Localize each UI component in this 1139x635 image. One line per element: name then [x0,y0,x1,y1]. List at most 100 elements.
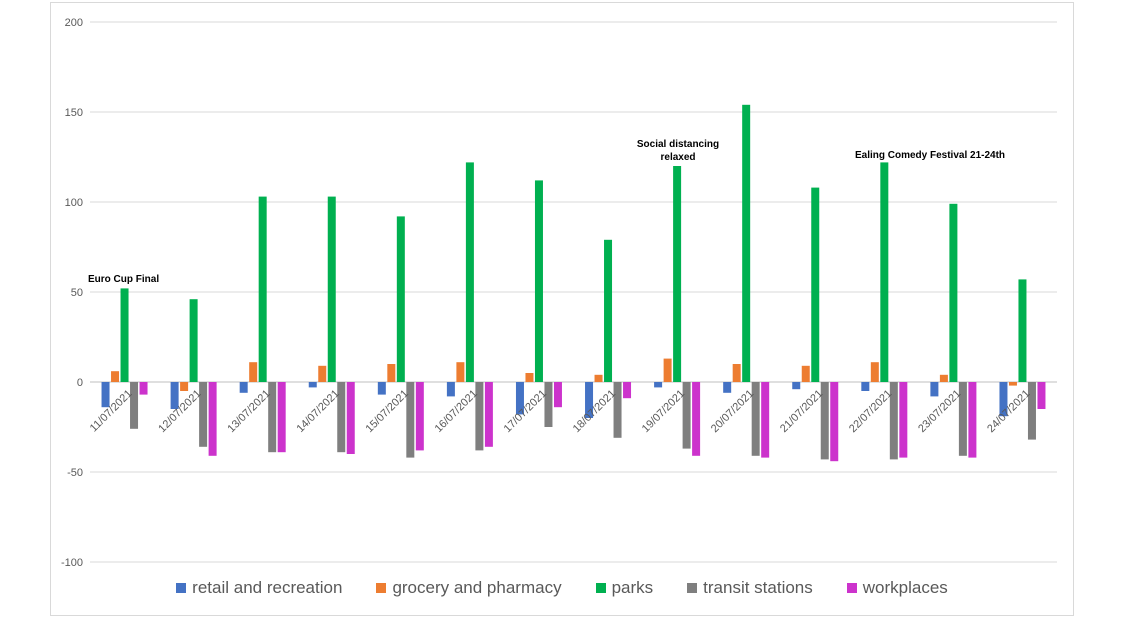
legend-swatch [176,583,187,593]
x-tick-label: 13/07/2021 [225,388,272,435]
bar [594,374,603,382]
bar [939,374,948,382]
x-tick-label: 22/07/2021 [847,388,894,435]
bar [327,196,336,382]
bar [999,382,1008,417]
bar [189,299,198,382]
bar [249,362,258,382]
x-tick-label: 16/07/2021 [433,388,480,435]
legend-swatch [595,583,606,593]
bar [949,203,958,382]
bar [682,382,691,449]
legend-item: parks [595,578,654,598]
legend-item: grocery and pharmacy [376,578,562,598]
bar [899,382,908,458]
bar [180,382,189,391]
bar [820,382,829,460]
bar [415,382,424,451]
bar [130,382,139,429]
chart-frame [50,2,1074,616]
bar [1037,382,1046,409]
legend-swatch [376,583,387,593]
bar [277,382,286,453]
y-tick-label: 0 [77,377,83,389]
y-tick-label: 200 [65,17,83,29]
y-tick-label: 100 [65,197,83,209]
legend-label: parks [611,578,654,597]
bar [870,362,879,382]
x-tick-label: 12/07/2021 [156,388,203,435]
annotation: Ealing Comedy Festival 21-24th [854,150,1006,161]
bar [101,382,110,408]
bar [534,180,543,382]
bar [406,382,415,458]
bar [465,162,474,382]
bar [742,104,751,383]
legend-swatch [846,583,857,593]
bar [1018,279,1027,382]
bar [120,288,129,382]
legend-item: transit stations [687,578,813,598]
bar [958,382,967,456]
bar [396,216,405,382]
bar [732,364,741,382]
bar [930,382,939,397]
legend: retail and recreation grocery and pharmac… [50,578,1074,598]
legend-label: transit stations [703,578,813,597]
bar [1008,382,1017,386]
bar [170,382,179,409]
bar [604,239,613,382]
bar [139,382,148,395]
bar [830,382,839,462]
legend-item: workplaces [846,578,948,598]
y-tick-label: 50 [71,287,83,299]
legend-label: grocery and pharmacy [392,578,562,597]
legend-item: retail and recreation [176,578,342,598]
bar [801,365,810,382]
legend-swatch [687,583,698,593]
bar [199,382,208,447]
bar [761,382,770,458]
bar [968,382,977,458]
bar [585,382,594,418]
bar [525,373,534,382]
x-tick-label: 19/07/2021 [640,388,687,435]
bar [613,382,622,438]
y-tick-label: 150 [65,107,83,119]
bar [446,382,455,397]
bar [318,365,327,382]
bar [377,382,386,395]
bar [861,382,870,391]
bar [663,358,672,382]
bar [811,187,820,382]
bar [654,382,663,388]
y-tick-label: -50 [67,467,83,479]
bar [1027,382,1036,440]
bar [346,382,355,454]
x-tick-label: 23/07/2021 [916,388,963,435]
bar [792,382,801,390]
legend-label: retail and recreation [192,578,343,597]
y-tick-label: -100 [61,557,83,569]
bar [544,382,553,427]
x-tick-label: 21/07/2021 [778,388,825,435]
bar [268,382,277,453]
bar [751,382,760,456]
bar [880,162,889,382]
bar [889,382,898,460]
bar [723,382,732,393]
annotation: Euro Cup Final [88,274,160,285]
bar [208,382,217,456]
bar [515,382,524,415]
bar [337,382,346,453]
x-tick-label: 18/07/2021 [571,388,618,435]
x-tick-label: 20/07/2021 [709,388,756,435]
x-tick-label: 11/07/2021 [88,388,135,435]
bar [553,382,562,408]
bar [623,382,632,399]
bar [239,382,248,393]
bar [456,362,465,382]
bar [258,196,267,382]
